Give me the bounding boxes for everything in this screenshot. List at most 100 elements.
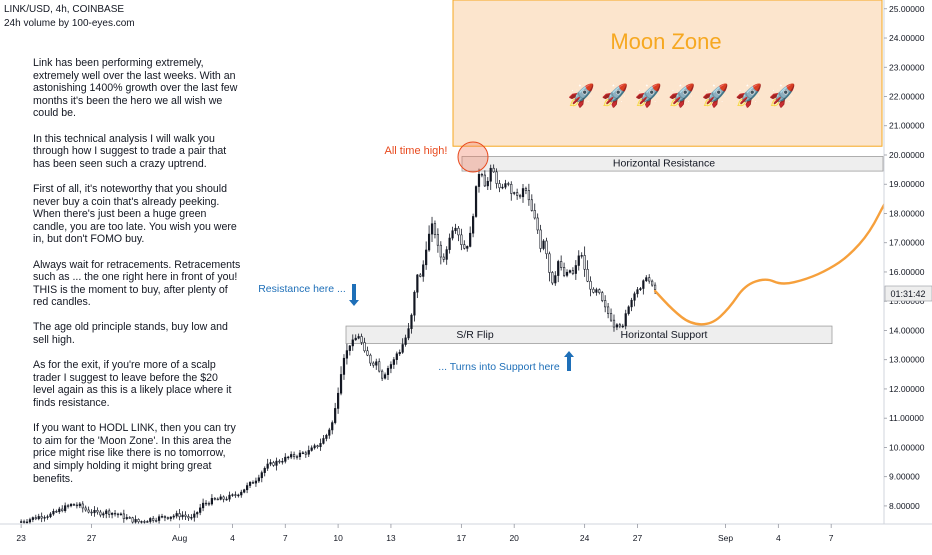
candle-body [128, 517, 131, 519]
candle-body [530, 199, 533, 211]
note-paragraph: If you want to HODL LINK, then you can t… [33, 422, 236, 485]
moon-zone-box [452, 0, 883, 147]
candle-body [37, 516, 40, 520]
candle-body [116, 513, 120, 516]
candle-body [595, 289, 598, 293]
candle-body [369, 354, 372, 364]
candle-body [363, 342, 366, 352]
symbol-header: LINK/USD, 4h, COINBASE [4, 4, 125, 15]
candle-body [169, 516, 172, 519]
candle-body [140, 521, 143, 523]
time-tick-label: 20 [509, 533, 519, 543]
candle-body [545, 240, 548, 255]
note-paragraph: First of all, it's noteworthy that you s… [33, 182, 237, 246]
candle-body [460, 234, 463, 245]
candle-body [331, 422, 334, 431]
resistance-here-label: Resistance here ... [258, 283, 346, 295]
candle-body [571, 270, 574, 274]
candle-body [474, 186, 478, 217]
candle-body [419, 274, 422, 277]
candle-body [281, 461, 284, 463]
candle-body [257, 477, 260, 482]
candle-body [184, 514, 187, 517]
candle-body [310, 447, 313, 451]
candle-body [472, 216, 475, 234]
candle-body [486, 180, 489, 187]
candle-body [228, 494, 231, 500]
candle-body [131, 517, 134, 523]
candle-body [645, 277, 648, 282]
candle-body [46, 516, 49, 518]
candle-body [504, 183, 507, 188]
candle-body [383, 374, 387, 379]
price-tick-label: 14.00000 [889, 325, 925, 335]
candle-body [213, 498, 216, 500]
candle-body [322, 438, 325, 444]
candle-body [630, 299, 633, 308]
candle-body [416, 274, 419, 293]
price-tick-label: 13.00000 [889, 355, 925, 365]
candle-body [592, 288, 595, 293]
candle-body [307, 450, 310, 455]
candle-body [507, 183, 510, 185]
moon-zone-label: Moon Zone [610, 29, 721, 54]
candle-body [240, 491, 243, 496]
price-tick-label: 23.00000 [889, 62, 925, 72]
candle-body [463, 244, 466, 249]
candle-body [480, 174, 484, 176]
candle-body [313, 445, 316, 449]
candle-body [166, 517, 169, 519]
candle-body [392, 359, 395, 365]
candle-body [413, 291, 416, 316]
candle-body [99, 511, 102, 516]
candle-body [225, 498, 228, 501]
candle-body [407, 328, 410, 339]
candle-body [580, 255, 583, 257]
candle-body [651, 280, 654, 286]
note-paragraph: The age old principle stands, buy low an… [33, 321, 228, 347]
candle-body [577, 255, 580, 266]
candle-body [401, 344, 404, 353]
candle-body [633, 293, 636, 301]
candle-body [231, 494, 234, 496]
candle-body [216, 498, 219, 501]
time-axis-panel [0, 524, 932, 550]
candle-body [527, 190, 530, 201]
note-paragraph: In this technical analysis I will walk y… [33, 132, 227, 170]
candle-body [81, 503, 84, 509]
candle-body [516, 192, 519, 196]
candle-body [565, 271, 569, 276]
time-tick-label: 27 [633, 533, 643, 543]
horizontal-resistance-band [461, 156, 884, 172]
candle-body [105, 510, 108, 515]
time-tick-label: 23 [16, 533, 26, 543]
candle-body [304, 452, 307, 455]
candle-body [395, 353, 398, 360]
candle-body [642, 280, 645, 289]
candle-body [55, 510, 58, 513]
note-paragraph: Always wait for retracements. Retracemen… [33, 258, 241, 309]
candle-body [295, 456, 299, 458]
candle-body [498, 183, 501, 189]
price-readout: 01:31:42 [890, 289, 925, 299]
candle-body [351, 339, 354, 347]
turns-into-support-label: ... Turns into Support here [438, 361, 560, 373]
candle-body [160, 516, 164, 518]
price-tick-label: 16.00000 [889, 267, 925, 277]
candle-body [119, 513, 123, 516]
candle-body [653, 284, 657, 290]
candle-body [574, 265, 577, 274]
candle-body [325, 434, 328, 439]
candle-body [477, 174, 481, 187]
candle-body [290, 454, 293, 458]
candle-body [78, 503, 81, 507]
candle-body [539, 229, 542, 249]
candle-body [149, 518, 152, 522]
time-tick-label: 13 [386, 533, 396, 543]
candle-body [354, 337, 357, 341]
candle-body [111, 512, 114, 515]
candle-body [607, 306, 610, 314]
candle-body [442, 256, 445, 260]
